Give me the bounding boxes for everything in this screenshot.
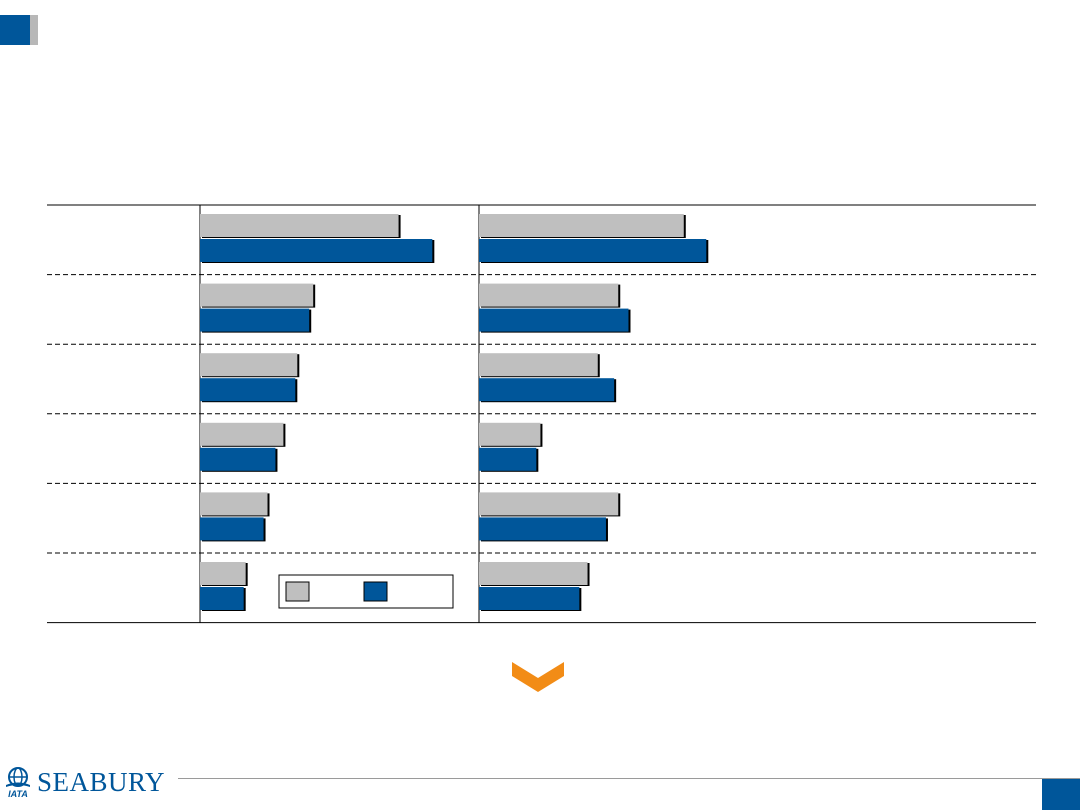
bar-panel1-series2-row5	[200, 517, 264, 541]
bar-panel1-series2-row3	[200, 378, 296, 402]
bar-panel1-series2-row1	[200, 239, 433, 262]
corner-accent-block	[0, 15, 30, 45]
chart-legend	[278, 574, 454, 609]
bar-panel2-series2-row4	[479, 447, 537, 471]
iata-mark-text: IATA	[8, 789, 28, 798]
bar-panel2-series1-row6	[479, 562, 588, 585]
legend-swatch-series-1	[285, 581, 310, 602]
bar-panel1-series1-row2	[200, 283, 314, 307]
footer-divider	[178, 778, 1080, 779]
page-number-box	[1042, 779, 1080, 810]
bar-panel2-series1-row3	[479, 353, 598, 377]
chevron-down-icon	[512, 662, 564, 692]
bar-panel1-series1-row6	[200, 562, 246, 585]
bar-panel2-series1-row1	[479, 214, 684, 237]
legend-swatch-series-2	[363, 581, 388, 602]
bar-panel1-series1-row5	[200, 492, 268, 516]
bar-panel2-series2-row3	[479, 378, 615, 402]
bar-panel1-series2-row2	[200, 308, 310, 332]
logo-text: SEABURY	[37, 766, 166, 797]
bar-panel1-series2-row6	[200, 587, 244, 610]
bar-panel2-series2-row5	[479, 517, 606, 541]
bar-panel2-series2-row1	[479, 239, 707, 262]
bar-panel1-series1-row3	[200, 353, 298, 377]
bar-panel2-series1-row4	[479, 422, 541, 446]
bar-panel1-series1-row1	[200, 214, 399, 237]
bar-panel1-series1-row4	[200, 422, 284, 446]
corner-accent-strip	[30, 15, 38, 45]
bar-panel2-series2-row6	[479, 587, 580, 610]
bar-panel1-series2-row4	[200, 447, 276, 471]
bar-panel2-series1-row5	[479, 492, 619, 516]
bar-panel2-series1-row2	[479, 283, 619, 307]
seabury-logo: IATA SEABURY	[5, 764, 165, 800]
iata-globe-icon: IATA	[6, 767, 30, 798]
bar-panel2-series2-row2	[479, 308, 629, 332]
